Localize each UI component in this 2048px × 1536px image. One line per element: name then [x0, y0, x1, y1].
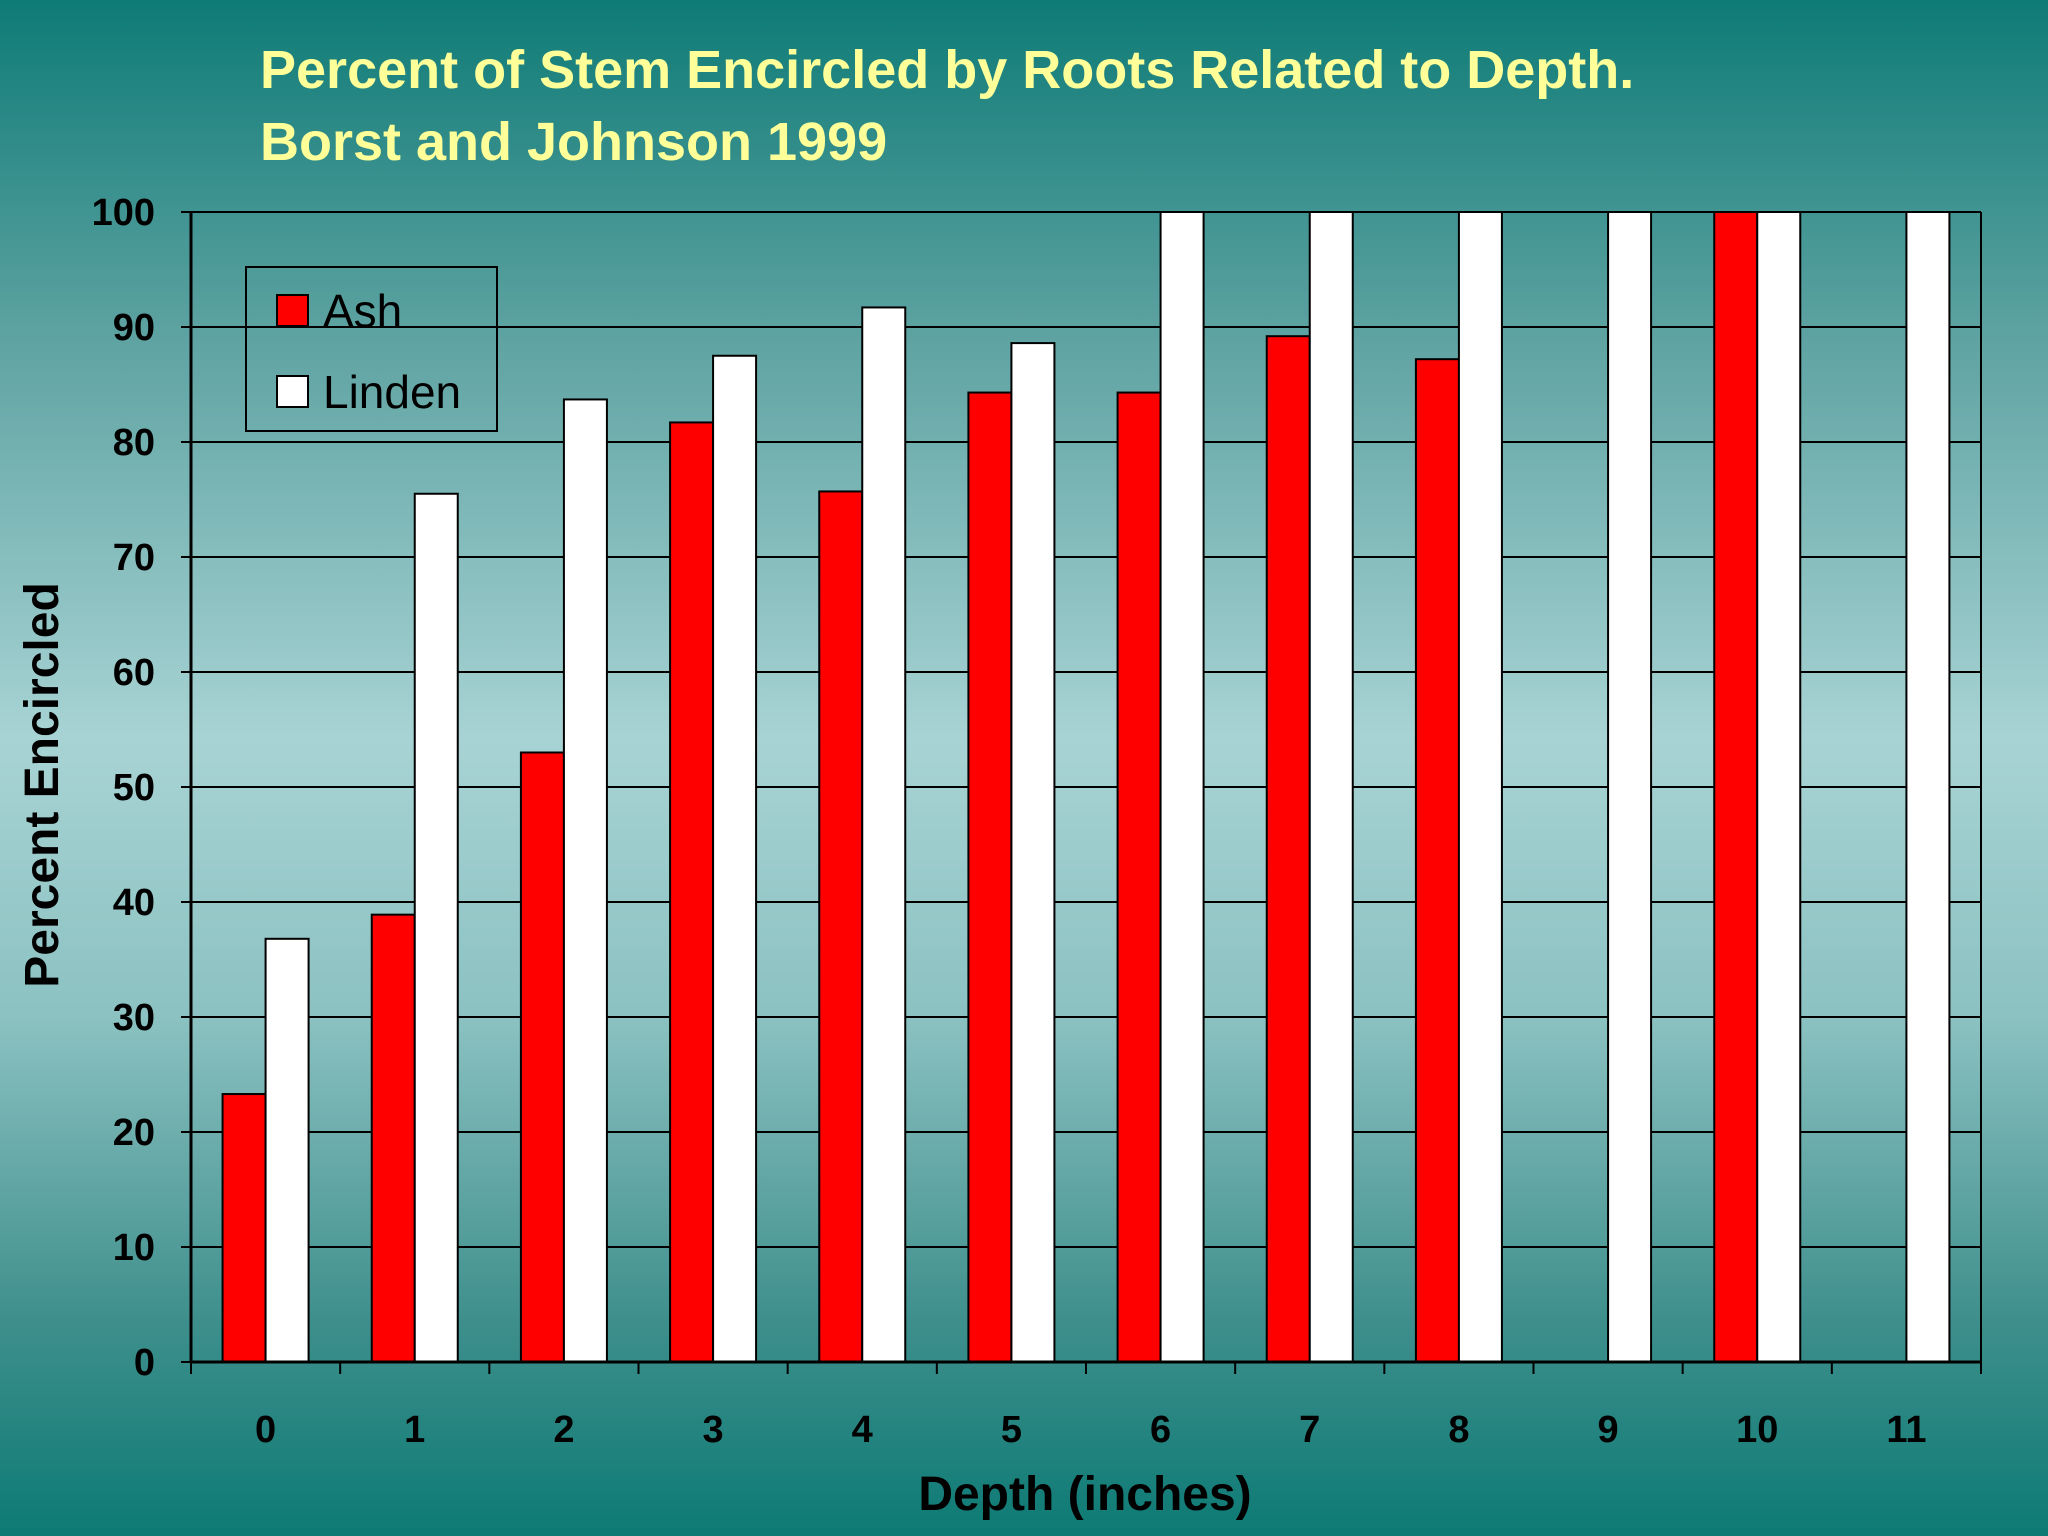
bar-ash-1: [370, 913, 416, 1364]
x-tick-label: 6: [1150, 1409, 1171, 1451]
legend: Ash Linden: [245, 266, 498, 432]
bar-linden-9: [1607, 211, 1653, 1363]
x-tick-label: 8: [1448, 1409, 1469, 1451]
legend-label-ash: Ash: [323, 285, 402, 337]
y-tick-label: 0: [134, 1342, 155, 1384]
chart-title: Percent of Stem Encircled by Roots Relat…: [260, 40, 1634, 100]
y-tick-label: 60: [113, 652, 155, 694]
gridlines: [191, 211, 1981, 1248]
bar-ash-10: [1713, 211, 1759, 1363]
x-tick-label: 0: [255, 1409, 276, 1451]
bars: [221, 211, 1951, 1364]
bar-ash-7: [1265, 335, 1311, 1364]
y-tick-label: 50: [113, 767, 155, 809]
y-tick-label: 90: [113, 307, 155, 349]
x-tick-label: 4: [852, 1409, 873, 1451]
bar-linden-11: [1905, 211, 1951, 1363]
bar-linden-6: [1159, 211, 1205, 1363]
bar-linden-10: [1756, 211, 1802, 1363]
y-tick-label: 10: [113, 1227, 155, 1269]
bar-ash-0: [221, 1093, 267, 1364]
bar-ash-5: [967, 391, 1013, 1363]
x-tick-label: 5: [1001, 1409, 1022, 1451]
y-tick-label: 40: [113, 882, 155, 924]
y-tick-label: 80: [113, 422, 155, 464]
bar-linden-5: [1010, 342, 1056, 1364]
x-tick-labels: 0 1 2 3 4 5 6 7 8 9 10 11: [255, 1409, 1926, 1451]
bar-linden-7: [1308, 211, 1354, 1363]
legend-swatch-linden: [276, 375, 309, 408]
chart-subtitle: Borst and Johnson 1999: [260, 112, 887, 172]
x-axis-title: Depth (inches): [918, 1468, 1251, 1521]
legend-swatch-ash: [276, 294, 309, 327]
y-axis-title: Percent Encircled: [16, 582, 69, 988]
y-tick-label: 100: [92, 192, 155, 234]
y-tick-labels: 0 10 20 30 40 50 60 70 80 90 100: [92, 192, 155, 1384]
x-tick-label: 2: [553, 1409, 574, 1451]
bar-linden-1: [413, 492, 459, 1363]
bar-linden-3: [712, 354, 758, 1363]
bar-linden-2: [562, 398, 608, 1363]
legend-label-linden: Linden: [323, 366, 461, 418]
x-tick-label: 10: [1736, 1409, 1778, 1451]
x-tick-label: 7: [1299, 1409, 1320, 1451]
bar-linden-0: [264, 937, 310, 1363]
x-tick-label: 9: [1598, 1409, 1619, 1451]
bar-ash-6: [1116, 391, 1162, 1363]
bar-ash-3: [669, 421, 715, 1363]
y-tick-label: 20: [113, 1112, 155, 1154]
y-tick-label: 70: [113, 537, 155, 579]
x-tick-label: 3: [703, 1409, 724, 1451]
x-tick-label: 1: [404, 1409, 425, 1451]
y-tick-label: 30: [113, 997, 155, 1039]
bar-ash-2: [519, 751, 565, 1363]
axes: [181, 211, 1982, 1374]
bar-ash-4: [818, 490, 864, 1363]
bar-ash-8: [1414, 358, 1460, 1363]
bar-linden-4: [861, 306, 907, 1364]
x-tick-label: 11: [1886, 1409, 1926, 1451]
bar-linden-8: [1457, 211, 1503, 1363]
legend-box: [245, 266, 498, 432]
